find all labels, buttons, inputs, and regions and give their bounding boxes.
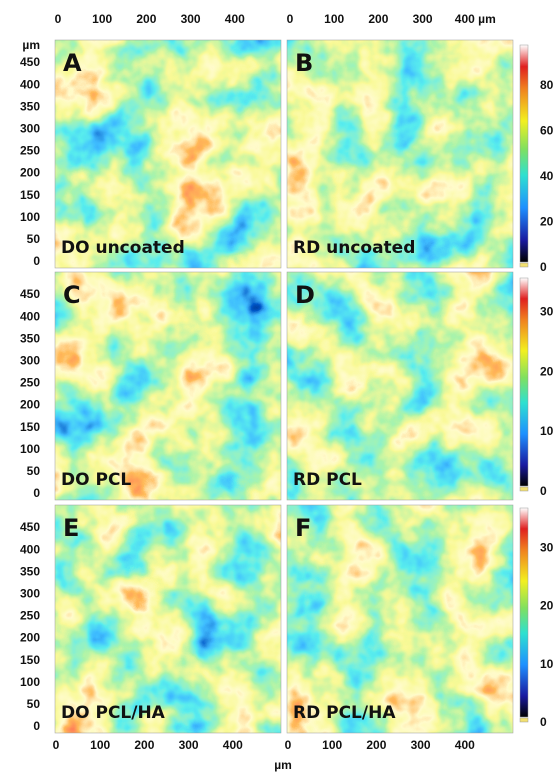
heatmap-panel: A DO uncoated [55, 40, 281, 268]
y-tick-label: 400 [20, 77, 40, 91]
y-tick-label: 100 [20, 210, 40, 224]
y-tick-label: 200 [20, 398, 40, 412]
colorbar-tick-label: 30 [540, 540, 554, 554]
y-tick-label: 450 [20, 55, 40, 69]
top-tick-label: 300 [181, 12, 201, 26]
colorbar-tick-label: 20 [540, 599, 554, 613]
panel-letter: F [295, 514, 311, 542]
y-tick-label: 250 [20, 376, 40, 390]
heatmap [55, 40, 281, 268]
bottom-tick-label: 200 [134, 738, 154, 752]
y-tick-label: 50 [27, 697, 41, 711]
colorbar [520, 508, 528, 717]
x-axis-unit: µm [274, 758, 292, 772]
colorbar-tick-label: 80 [540, 78, 554, 92]
bottom-tick-label: 400 [223, 738, 243, 752]
heatmap-panel: C DO PCL [55, 272, 281, 500]
top-tick-label: 0 [55, 12, 62, 26]
y-tick-label: 50 [27, 232, 41, 246]
colorbar-tick-label: 0 [540, 260, 547, 274]
y-tick-label: 450 [20, 287, 40, 301]
bottom-tick-label: 300 [179, 738, 199, 752]
bottom-tick-label: 100 [322, 738, 342, 752]
heatmap [287, 505, 513, 733]
top-tick-label: 100 [324, 12, 344, 26]
top-tick-label: 100 [92, 12, 112, 26]
y-tick-label: 200 [20, 166, 40, 180]
heatmap-panel: B RD uncoated [287, 40, 513, 268]
colorbar-tick-label: 20 [540, 364, 554, 378]
colorbar [520, 45, 528, 262]
top-tick-label: 400 [225, 12, 245, 26]
colorbar-tick-label: 0 [540, 484, 547, 498]
bottom-tick-label: 100 [90, 738, 110, 752]
heatmap-panel: F RD PCL/HA [287, 505, 513, 733]
panel-caption: RD uncoated [293, 238, 415, 258]
top-tick-label: 0 [287, 12, 294, 26]
y-tick-label: 150 [20, 653, 40, 667]
y-axis-unit: µm [22, 38, 40, 52]
y-tick-label: 250 [20, 609, 40, 623]
colorbar-tick-label: 10 [540, 657, 554, 671]
heatmap [55, 272, 281, 500]
y-tick-label: 0 [33, 719, 40, 733]
y-tick-label: 0 [33, 486, 40, 500]
y-tick-label: 0 [33, 254, 40, 268]
colorbar-under [520, 718, 528, 722]
y-tick-label: 300 [20, 353, 40, 367]
panel-caption: DO uncoated [61, 238, 185, 258]
y-tick-label: 350 [20, 99, 40, 113]
heatmap [287, 40, 513, 268]
y-tick-label: 100 [20, 675, 40, 689]
bottom-tick-label: 0 [285, 738, 292, 752]
y-tick-label: 400 [20, 309, 40, 323]
y-tick-label: 150 [20, 188, 40, 202]
heatmap-panel: E DO PCL/HA [55, 505, 281, 733]
panel-letter: B [295, 49, 313, 77]
y-tick-label: 150 [20, 420, 40, 434]
y-tick-label: 100 [20, 442, 40, 456]
panel-letter: D [295, 281, 315, 309]
heatmap [287, 272, 513, 500]
top-tick-label: 200 [368, 12, 388, 26]
panel-caption: DO PCL/HA [61, 703, 166, 723]
colorbar-under [520, 263, 528, 267]
colorbar [520, 278, 528, 486]
y-tick-label: 400 [20, 542, 40, 556]
top-tick-label: 400 µm [455, 12, 496, 26]
y-tick-label: 50 [27, 464, 41, 478]
y-tick-label: 450 [20, 520, 40, 534]
colorbar-tick-label: 30 [540, 304, 554, 318]
panel-letter: C [63, 281, 81, 309]
y-tick-label: 250 [20, 144, 40, 158]
panel-letter: E [63, 514, 79, 542]
heatmap-panel: D RD PCL [287, 272, 513, 500]
panel-caption: DO PCL [61, 470, 131, 490]
y-tick-label: 200 [20, 631, 40, 645]
figure: 01002003004000100200300400 µmµm450400350… [0, 0, 560, 776]
colorbar-tick-label: 40 [540, 169, 554, 183]
colorbar-tick-label: 60 [540, 124, 554, 138]
heatmap [55, 505, 281, 733]
y-tick-label: 350 [20, 331, 40, 345]
bottom-tick-label: 300 [411, 738, 431, 752]
bottom-tick-label: 400 [455, 738, 475, 752]
colorbar-tick-label: 10 [540, 424, 554, 438]
y-tick-label: 350 [20, 564, 40, 578]
colorbar-under [520, 487, 528, 491]
colorbar-tick-label: 20 [540, 215, 554, 229]
top-tick-label: 300 [413, 12, 433, 26]
y-tick-label: 300 [20, 121, 40, 135]
colorbar-tick-label: 0 [540, 715, 547, 729]
panel-caption: RD PCL [293, 470, 362, 490]
bottom-tick-label: 200 [366, 738, 386, 752]
panel-letter: A [63, 49, 82, 77]
panel-caption: RD PCL/HA [293, 703, 396, 723]
bottom-tick-label: 0 [53, 738, 60, 752]
y-tick-label: 300 [20, 586, 40, 600]
top-tick-label: 200 [136, 12, 156, 26]
